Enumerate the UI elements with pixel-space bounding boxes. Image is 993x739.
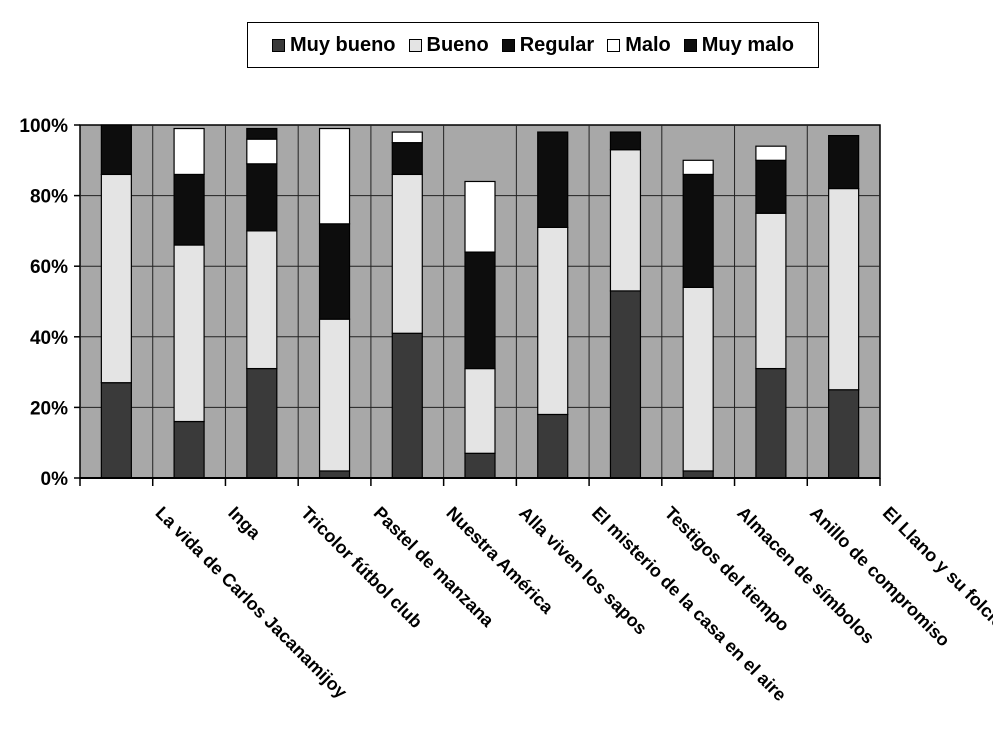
legend-label: Muy bueno bbox=[289, 33, 396, 56]
bar-segment bbox=[609, 131, 642, 151]
bar-segment bbox=[318, 318, 351, 472]
bar-segment bbox=[246, 367, 278, 479]
x-tick-label: Anillo de compromiso bbox=[806, 503, 954, 651]
bar-segment bbox=[755, 145, 787, 161]
bar-segment bbox=[682, 470, 714, 479]
chart-legend: Muy bueno Bueno Regular Malo Muy malo bbox=[247, 22, 819, 68]
bar-segment bbox=[464, 452, 496, 479]
x-tick-label: Almacen de símbolos bbox=[733, 503, 878, 648]
bar-segment bbox=[755, 159, 787, 214]
bar-segment bbox=[246, 127, 278, 140]
bar-segment bbox=[609, 290, 642, 479]
bar-segment bbox=[682, 286, 714, 472]
bar-segment bbox=[464, 251, 496, 370]
bar-segment bbox=[391, 142, 423, 176]
legend-swatch bbox=[408, 38, 422, 52]
bar-segment bbox=[100, 173, 132, 384]
bar-segment bbox=[464, 180, 496, 253]
bar-segment bbox=[755, 367, 787, 479]
bar-segment bbox=[755, 212, 787, 370]
bar-segment bbox=[682, 173, 714, 288]
bar-segment bbox=[391, 173, 423, 334]
bar-segment bbox=[318, 223, 351, 320]
legend-item: Bueno bbox=[408, 33, 489, 57]
bar-segment bbox=[246, 230, 278, 370]
bar-segment bbox=[828, 134, 860, 190]
bar-segment bbox=[173, 244, 205, 423]
bar-segment bbox=[609, 149, 642, 292]
x-tick-label: Pastel de manzana bbox=[370, 503, 499, 632]
legend-label: Malo bbox=[625, 33, 671, 56]
bar-segment bbox=[173, 173, 205, 246]
legend-item: Muy malo bbox=[683, 33, 795, 57]
bar-segment bbox=[246, 138, 278, 165]
legend-item: Regular bbox=[501, 33, 595, 57]
bar-segment bbox=[100, 124, 132, 176]
bar-segment bbox=[391, 131, 423, 144]
legend-swatch bbox=[607, 38, 621, 52]
bar-segment bbox=[682, 159, 714, 176]
y-tick-label: 80% bbox=[30, 187, 68, 208]
bar-segment bbox=[537, 413, 569, 479]
bar-segment bbox=[464, 367, 496, 454]
y-tick-label: 20% bbox=[30, 398, 68, 419]
bar-segment bbox=[537, 131, 569, 228]
legend-label: Regular bbox=[519, 33, 595, 56]
bar-segment bbox=[173, 127, 205, 176]
x-tick-label: Tricolor fútbol club bbox=[297, 503, 426, 632]
legend-swatch bbox=[501, 38, 515, 52]
legend-swatch bbox=[271, 38, 285, 52]
bar-segment bbox=[828, 187, 860, 391]
bar-segment bbox=[100, 382, 132, 479]
x-tick-label: Inga bbox=[224, 503, 265, 544]
bar-segment bbox=[318, 127, 351, 225]
bar-segment bbox=[173, 420, 205, 479]
legend-item: Muy bueno bbox=[271, 33, 396, 57]
legend-label: Bueno bbox=[426, 33, 489, 56]
y-tick-label: 40% bbox=[30, 328, 68, 349]
bar-segment bbox=[828, 389, 860, 479]
bar-segment bbox=[391, 332, 423, 479]
legend-swatch bbox=[683, 38, 697, 52]
bar-segment bbox=[537, 226, 569, 416]
y-tick-label: 100% bbox=[19, 116, 68, 137]
legend-label: Muy malo bbox=[701, 33, 795, 56]
x-tick-label: Alla viven los sapos bbox=[515, 503, 651, 639]
y-tick-label: 0% bbox=[41, 469, 69, 490]
bar-segment bbox=[318, 470, 351, 479]
y-tick-label: 60% bbox=[30, 257, 68, 278]
bar-segment bbox=[246, 163, 278, 232]
legend-item: Malo bbox=[607, 34, 671, 57]
x-tick-label: Testigos del tiempo bbox=[661, 503, 794, 636]
